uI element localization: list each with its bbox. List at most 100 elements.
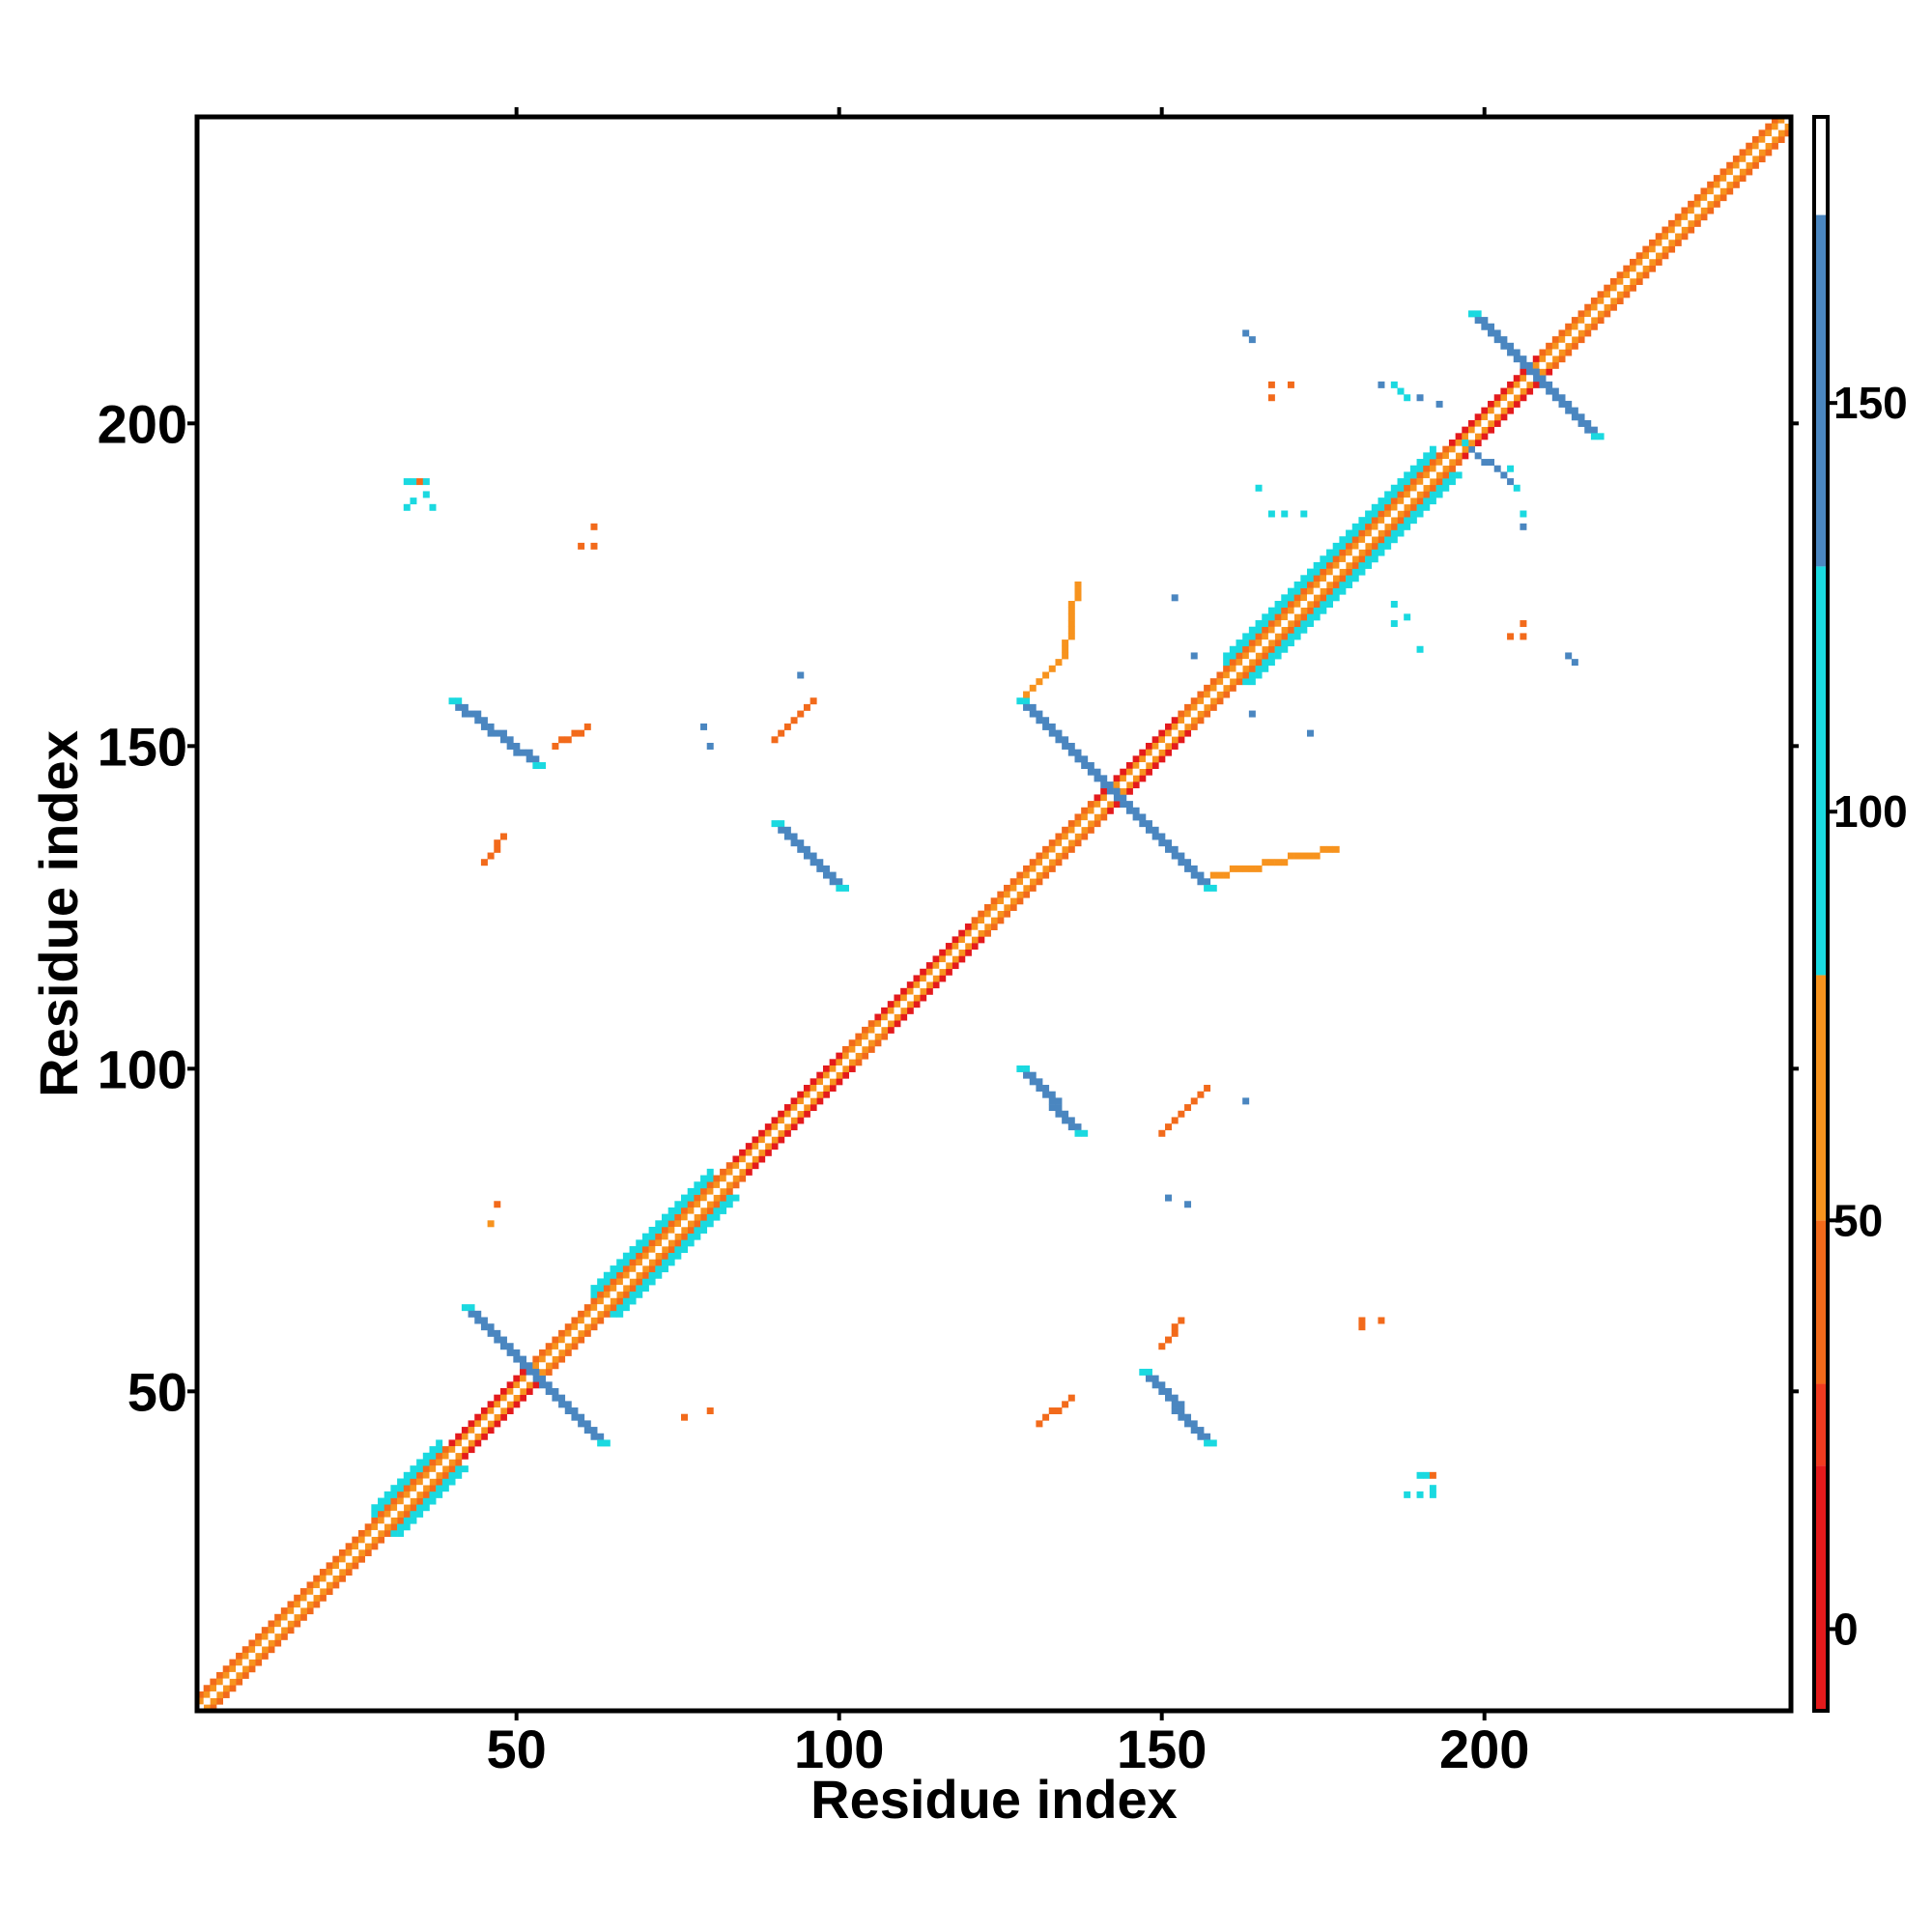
heatmap-cell — [1009, 878, 1017, 886]
heatmap-cell — [1029, 884, 1037, 892]
heatmap-cell — [1546, 342, 1553, 350]
heatmap-cell — [1100, 781, 1108, 789]
heatmap-cell — [720, 1168, 727, 1176]
heatmap-cell — [1577, 336, 1585, 344]
heatmap-cell — [1223, 659, 1231, 667]
heatmap-cell — [1378, 1317, 1385, 1324]
heatmap-cell — [1326, 594, 1334, 602]
heatmap-cell — [210, 1678, 217, 1686]
heatmap-cell — [1751, 136, 1759, 144]
heatmap-cell — [1435, 400, 1443, 408]
heatmap-cell — [583, 1304, 591, 1312]
heatmap-cell — [1565, 652, 1573, 660]
heatmap-cell — [1255, 626, 1263, 634]
heatmap-cell — [1016, 878, 1024, 886]
heatmap-cell — [687, 1233, 695, 1240]
heatmap-cell — [1435, 465, 1443, 472]
heatmap-cell — [1739, 156, 1747, 163]
heatmap-cell — [410, 1478, 417, 1486]
heatmap-cell — [1036, 1420, 1043, 1428]
heatmap-cell — [499, 833, 507, 840]
heatmap-cell — [822, 865, 830, 872]
heatmap-cell — [1719, 181, 1727, 188]
heatmap-cell — [1036, 1078, 1043, 1086]
heatmap-cell — [720, 1201, 727, 1208]
heatmap-cell — [1358, 561, 1366, 569]
heatmap-cell — [1346, 555, 1353, 563]
heatmap-cell — [1165, 1123, 1172, 1131]
heatmap-cell — [564, 1323, 572, 1331]
heatmap-cell — [1746, 142, 1753, 150]
heatmap-cell — [952, 955, 959, 963]
heatmap-cell — [983, 923, 991, 930]
heatmap-cell — [1229, 665, 1236, 672]
heatmap-cell — [1151, 826, 1159, 834]
heatmap-cell — [461, 1446, 469, 1454]
heatmap-cell — [1081, 1129, 1089, 1137]
heatmap-cell — [1732, 181, 1740, 188]
heatmap-cell — [1339, 536, 1347, 544]
heatmap-cell — [668, 1233, 675, 1240]
heatmap-cell — [771, 1143, 779, 1151]
heatmap-cell — [610, 1271, 617, 1279]
heatmap-cell — [1062, 1110, 1069, 1118]
heatmap-cell — [1681, 226, 1689, 234]
heatmap-cell — [255, 1639, 263, 1647]
heatmap-cell — [448, 1465, 456, 1473]
heatmap-cell — [900, 1001, 908, 1009]
heatmap-cell — [390, 1510, 398, 1518]
heatmap-cell — [1145, 742, 1152, 750]
heatmap-cell — [338, 1562, 346, 1570]
heatmap-cell — [1274, 859, 1282, 867]
heatmap-cell — [1171, 845, 1179, 853]
heatmap-cell — [1635, 265, 1643, 272]
heatmap-cell — [384, 1517, 391, 1524]
heatmap-cell — [1551, 342, 1559, 350]
heatmap-cell — [1513, 484, 1520, 492]
heatmap-cell — [1384, 491, 1392, 498]
heatmap-cell — [1165, 839, 1172, 847]
heatmap-cell — [1190, 1097, 1198, 1105]
heatmap-cell — [558, 1349, 566, 1356]
heatmap-cell — [306, 1607, 314, 1615]
heatmap-cell — [1351, 549, 1359, 556]
heatmap-cell — [964, 943, 972, 951]
heatmap-cell — [925, 962, 933, 970]
heatmap-cell — [1029, 1071, 1037, 1079]
heatmap-cell — [1416, 484, 1424, 492]
heatmap-cell — [1493, 419, 1501, 427]
heatmap-cell — [803, 1104, 810, 1112]
heatmap-cell — [1668, 219, 1676, 227]
heatmap-cell — [1062, 852, 1069, 860]
heatmap-cell — [1320, 587, 1327, 595]
heatmap-cell — [1739, 161, 1747, 169]
heatmap-cell — [268, 1627, 275, 1634]
heatmap-cell — [1397, 523, 1405, 530]
heatmap-cell — [1313, 587, 1321, 595]
heatmap-cell — [384, 1523, 391, 1531]
heatmap-cell — [1358, 523, 1366, 530]
heatmap-cell — [1384, 503, 1392, 511]
heatmap-cell — [1120, 787, 1127, 795]
heatmap-cell — [564, 736, 572, 744]
heatmap-cell — [855, 1039, 863, 1047]
heatmap-cell — [1165, 1194, 1172, 1202]
heatmap-cell — [1190, 717, 1198, 724]
heatmap-cell — [1707, 200, 1715, 208]
heatmap-cell — [1635, 278, 1643, 285]
heatmap-cell — [674, 1239, 682, 1247]
heatmap-cell — [1455, 459, 1463, 467]
heatmap-cell — [1262, 659, 1269, 667]
heatmap-cell — [1067, 826, 1075, 834]
heatmap-cell — [822, 1071, 830, 1079]
heatmap-cell — [1520, 620, 1527, 628]
heatmap-cell — [790, 833, 798, 840]
heatmap-cell — [1223, 678, 1231, 686]
heatmap-cell — [771, 1123, 779, 1131]
heatmap-cell — [958, 936, 966, 944]
heatmap-cell — [1158, 839, 1166, 847]
heatmap-cell — [358, 1536, 365, 1544]
heatmap-cell — [641, 1259, 649, 1266]
x-tick-label: 50 — [487, 1719, 547, 1779]
